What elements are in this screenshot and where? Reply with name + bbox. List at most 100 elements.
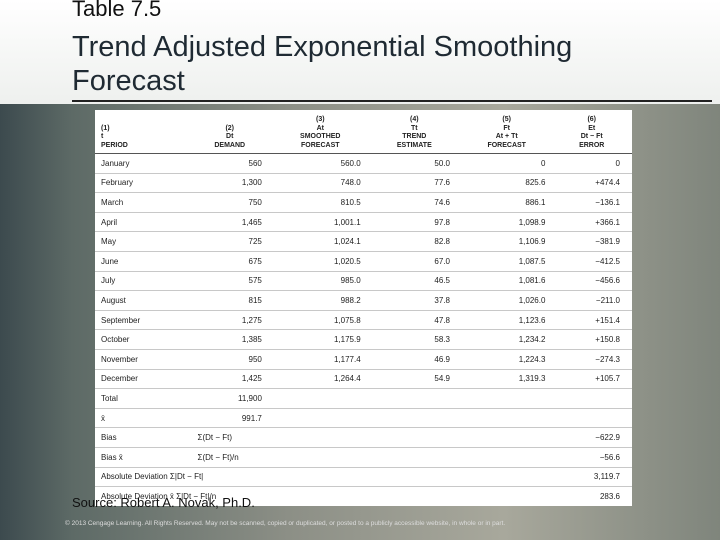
header-line: Tt xyxy=(411,124,418,132)
cell: July xyxy=(95,270,192,291)
header-line: At + Tt xyxy=(495,133,518,140)
cell: 1,465 xyxy=(191,211,274,232)
header-line: Dt − Ft xyxy=(580,133,603,140)
table-row: May 725 1,024.1 82.8 1,106.9 −381.9 xyxy=(95,231,632,252)
summary-label: Bias xyxy=(95,427,192,448)
cell: 74.6 xyxy=(372,192,462,213)
header-line: ERROR xyxy=(579,141,605,149)
summary-formula: Σ(Dt − Ft) xyxy=(191,427,558,448)
cell: 1,300 xyxy=(191,172,274,193)
cell: 50.0 xyxy=(372,153,462,174)
column-header: (5) Ft At + Tt FORECAST xyxy=(461,110,558,154)
cell: +105.7 xyxy=(557,368,632,389)
table-row: July 575 985.0 46.5 1,081.6 −456.6 xyxy=(95,270,632,291)
cell: February xyxy=(95,172,192,193)
cell: 1,385 xyxy=(191,329,274,350)
table-row: November 950 1,177.4 46.9 1,224.3 −274.3 xyxy=(95,348,632,370)
cell: 810.5 xyxy=(273,192,373,213)
summary-label: Bias x̄ xyxy=(95,446,192,467)
header-line: PERIOD xyxy=(101,141,128,149)
cell: 1,123.6 xyxy=(461,309,558,330)
header-line: (2) xyxy=(225,124,234,132)
cell: 1,026.0 xyxy=(461,290,558,311)
header-line: (4) xyxy=(410,116,419,123)
header-line: SMOOTHED xyxy=(300,133,341,140)
cell: April xyxy=(95,211,192,232)
summary-value: 283.6 xyxy=(557,486,632,506)
cell: 77.6 xyxy=(372,172,462,193)
cell: August xyxy=(95,290,192,311)
cell: December xyxy=(95,368,192,389)
cell: 1,087.5 xyxy=(461,250,558,272)
header-line: ESTIMATE xyxy=(396,141,432,149)
header-line: Dt xyxy=(226,133,234,140)
title-band xyxy=(0,0,720,104)
summary-label: Absolute Deviation Σ|Dt − Ft| xyxy=(95,466,558,487)
cell: +366.1 xyxy=(557,211,632,232)
cell: −136.1 xyxy=(557,192,632,213)
cell: 1,234.2 xyxy=(461,329,558,350)
data-table: (1) t PERIOD (2) Dt DEMAND (3) At SMOOTHED FORECA… xyxy=(95,110,632,506)
cell: January xyxy=(95,153,192,174)
cell: +151.4 xyxy=(557,309,632,330)
empty-cell xyxy=(273,388,632,409)
header-line: At xyxy=(316,124,324,132)
summary-label: x̄ xyxy=(95,407,192,428)
header-line: (6) xyxy=(587,116,596,123)
cell: +474.4 xyxy=(557,172,632,193)
header-line: t xyxy=(101,133,104,140)
empty-cell xyxy=(273,407,632,428)
cell: 1,177.4 xyxy=(273,348,373,370)
table-row: June 675 1,020.5 67.0 1,087.5 −412.5 xyxy=(95,250,632,272)
cell: 675 xyxy=(191,250,274,272)
column-header: (2) Dt DEMAND xyxy=(191,110,274,154)
slide-title: Trend Adjusted Exponential Smoothing For… xyxy=(72,31,573,97)
cell: 815 xyxy=(191,290,274,311)
cell: June xyxy=(95,250,192,272)
cell: 750 xyxy=(191,192,274,213)
cell: 950 xyxy=(191,348,274,370)
cell: 58.3 xyxy=(372,329,462,350)
cell: −381.9 xyxy=(557,231,632,252)
summary-label: Absolute Deviation x̄ Σ|Dt − Ft|/n xyxy=(95,486,558,506)
summary-row: Absolute Deviation x̄ Σ|Dt − Ft|/n 283.6 xyxy=(95,486,632,506)
cell: 54.9 xyxy=(372,368,462,389)
cell: 560.0 xyxy=(273,153,373,174)
summary-value: −56.6 xyxy=(557,446,632,467)
cell: 47.8 xyxy=(372,309,462,330)
cell: 1,098.9 xyxy=(461,211,558,232)
cell: 1,264.4 xyxy=(273,368,373,389)
title-rule xyxy=(72,100,712,102)
cell: 886.1 xyxy=(461,192,558,213)
summary-formula: Σ(Dt − Ft)/n xyxy=(191,446,558,467)
summary-value: 3,119.7 xyxy=(557,466,632,487)
cell: 37.8 xyxy=(372,290,462,311)
summary-value: −622.9 xyxy=(557,427,632,448)
cell: +150.8 xyxy=(557,329,632,350)
header-line: (1) xyxy=(101,124,110,132)
header-line: FORECAST xyxy=(487,141,526,149)
summary-row: Total 11,900 xyxy=(95,388,632,409)
table-row: September 1,275 1,075.8 47.8 1,123.6 +151.4 xyxy=(95,309,632,330)
table-row: March 750 810.5 74.6 886.1 −136.1 xyxy=(95,192,632,213)
cell: November xyxy=(95,348,192,370)
cell: 748.0 xyxy=(273,172,373,193)
cell: 1,075.8 xyxy=(273,309,373,330)
source: Source: Robert A. Novak, Ph.D. xyxy=(72,495,255,510)
cell: 46.5 xyxy=(372,270,462,291)
header-line: Et xyxy=(588,124,596,132)
header-line: DEMAND xyxy=(214,141,246,149)
summary-row: x̄ 991.7 xyxy=(95,407,632,428)
summary-row: Bias x̄ Σ(Dt − Ft)/n −56.6 xyxy=(95,446,632,467)
table-row: January 560 560.0 50.0 0 0 xyxy=(95,153,632,174)
cell: 67.0 xyxy=(372,250,462,272)
summary-value: 991.7 xyxy=(191,407,274,428)
cell: −412.5 xyxy=(557,250,632,272)
cell: 0 xyxy=(461,153,558,174)
header-line: FORECAST xyxy=(301,141,340,149)
cell: 1,024.1 xyxy=(273,231,373,252)
cell: March xyxy=(95,192,192,213)
cell: 985.0 xyxy=(273,270,373,291)
cell: May xyxy=(95,231,192,252)
